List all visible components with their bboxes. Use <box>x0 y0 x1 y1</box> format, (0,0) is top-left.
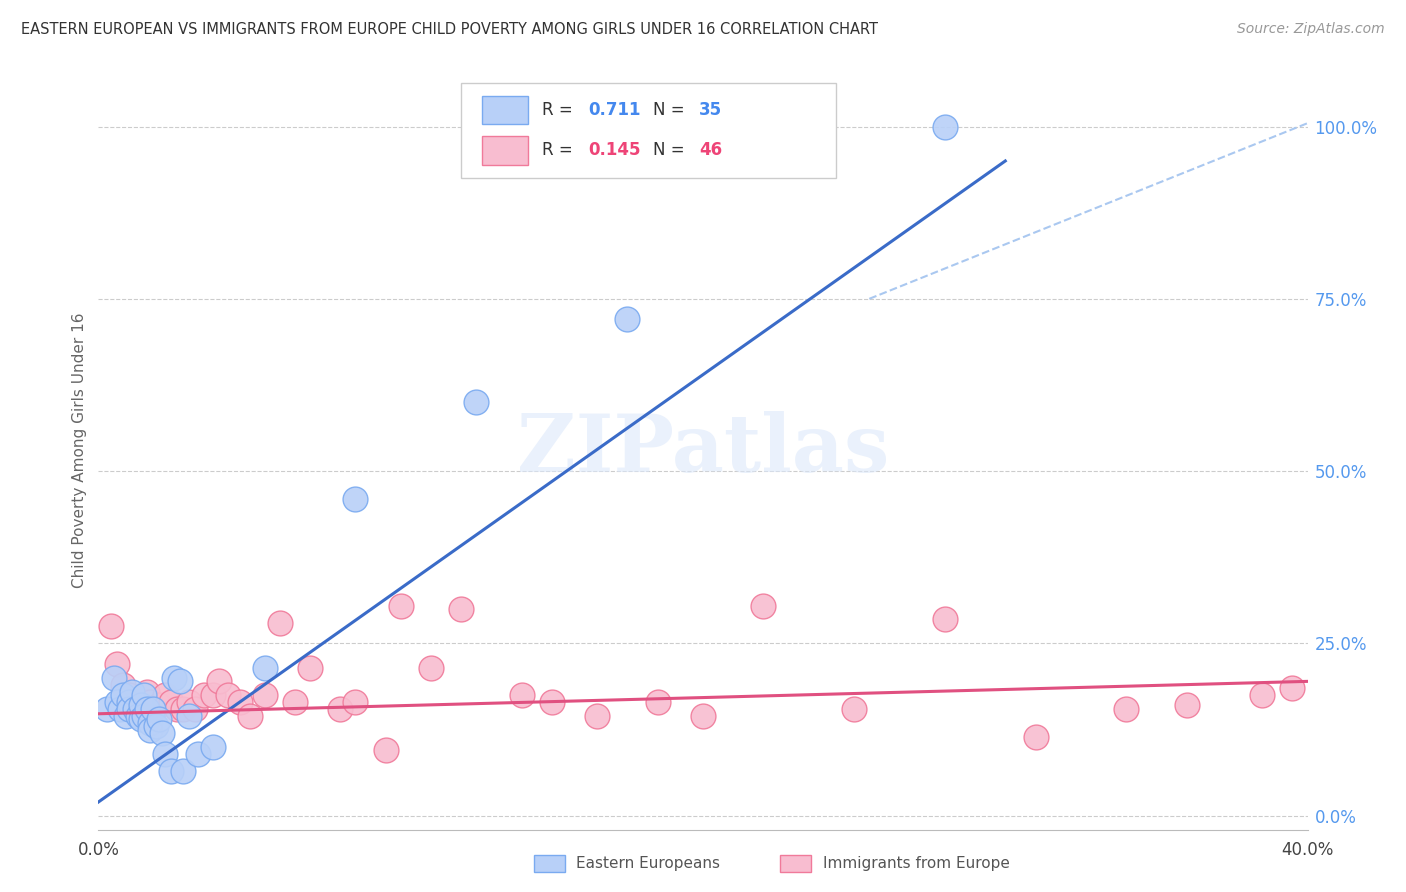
Point <box>129 698 152 713</box>
Point <box>118 702 141 716</box>
Text: R =: R = <box>543 141 578 159</box>
Point <box>111 678 134 692</box>
Point <box>934 120 956 134</box>
Bar <box>482 136 527 165</box>
Text: 0.711: 0.711 <box>588 101 641 119</box>
Point <box>108 702 131 716</box>
Text: 46: 46 <box>699 141 723 159</box>
Point <box>160 695 183 709</box>
Point <box>153 688 176 702</box>
Point <box>616 312 638 326</box>
Point <box>329 702 352 716</box>
Point <box>540 695 562 709</box>
Text: Eastern Europeans: Eastern Europeans <box>576 856 720 871</box>
Point <box>1251 688 1274 702</box>
Point <box>752 599 775 613</box>
Point <box>145 719 167 733</box>
Bar <box>482 95 527 125</box>
Point <box>184 702 207 716</box>
Point <box>139 723 162 737</box>
Point <box>124 695 146 709</box>
Point <box>374 743 396 757</box>
Point <box>139 695 162 709</box>
Text: N =: N = <box>654 141 690 159</box>
Point <box>389 599 412 613</box>
Point <box>132 695 155 709</box>
Point <box>105 657 128 672</box>
Y-axis label: Child Poverty Among Girls Under 16: Child Poverty Among Girls Under 16 <box>72 313 87 588</box>
Point <box>202 739 225 754</box>
Point <box>1115 702 1137 716</box>
Point <box>844 702 866 716</box>
Text: Source: ZipAtlas.com: Source: ZipAtlas.com <box>1237 22 1385 37</box>
Point <box>284 695 307 709</box>
Point <box>1281 681 1303 696</box>
Point <box>132 708 155 723</box>
Point <box>135 684 157 698</box>
Point <box>166 702 188 716</box>
Point <box>111 688 134 702</box>
Point <box>269 615 291 630</box>
Point <box>127 702 149 716</box>
Point <box>105 695 128 709</box>
Point <box>239 708 262 723</box>
Point <box>172 764 194 778</box>
Point <box>253 660 276 674</box>
Point <box>647 695 669 709</box>
Point <box>1175 698 1198 713</box>
Point <box>150 726 173 740</box>
Point <box>96 702 118 716</box>
Text: R =: R = <box>543 101 578 119</box>
Point <box>148 698 170 713</box>
Point <box>118 688 141 702</box>
Point <box>202 688 225 702</box>
Point <box>172 702 194 716</box>
Point <box>127 708 149 723</box>
Point <box>103 671 125 685</box>
Text: 35: 35 <box>699 101 723 119</box>
Point <box>344 695 367 709</box>
Point <box>132 688 155 702</box>
Point <box>142 702 165 716</box>
Point <box>153 747 176 761</box>
Point <box>420 660 443 674</box>
Point <box>169 674 191 689</box>
Point <box>217 688 239 702</box>
Point <box>135 702 157 716</box>
Text: 0.145: 0.145 <box>588 141 641 159</box>
Point <box>118 695 141 709</box>
Point <box>124 702 146 716</box>
Point <box>510 688 533 702</box>
Point <box>187 747 209 761</box>
Point <box>299 660 322 674</box>
Point <box>229 695 252 709</box>
Point <box>450 602 472 616</box>
Point <box>253 688 276 702</box>
Point <box>465 395 488 409</box>
Point <box>148 712 170 726</box>
Point <box>163 671 186 685</box>
Point <box>142 702 165 716</box>
Point <box>1024 730 1046 744</box>
Point <box>179 708 201 723</box>
Point <box>692 708 714 723</box>
Point <box>179 695 201 709</box>
Point <box>208 674 231 689</box>
Point <box>100 619 122 633</box>
Point <box>344 491 367 506</box>
Point <box>121 684 143 698</box>
Point <box>114 708 136 723</box>
Point <box>193 688 215 702</box>
Text: Immigrants from Europe: Immigrants from Europe <box>823 856 1010 871</box>
Text: N =: N = <box>654 101 690 119</box>
FancyBboxPatch shape <box>461 83 837 178</box>
Point <box>934 612 956 626</box>
Point <box>129 712 152 726</box>
Text: ZIPatlas: ZIPatlas <box>517 411 889 490</box>
Text: EASTERN EUROPEAN VS IMMIGRANTS FROM EUROPE CHILD POVERTY AMONG GIRLS UNDER 16 CO: EASTERN EUROPEAN VS IMMIGRANTS FROM EURO… <box>21 22 879 37</box>
Point <box>139 715 162 730</box>
Point <box>586 708 609 723</box>
Point <box>160 764 183 778</box>
